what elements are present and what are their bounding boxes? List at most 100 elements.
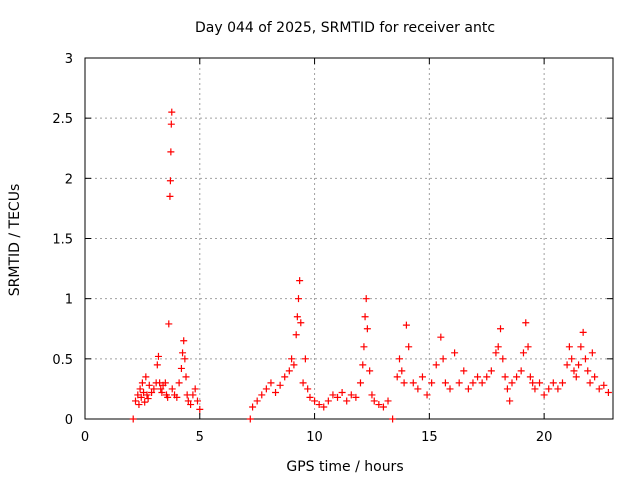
data-point — [137, 393, 145, 401]
data-point — [352, 393, 360, 401]
data-point — [272, 389, 280, 397]
data-point — [393, 373, 401, 381]
data-point — [168, 108, 176, 116]
data-point — [145, 381, 153, 389]
data-point — [196, 405, 204, 413]
data-point — [246, 415, 254, 423]
data-point — [359, 361, 367, 369]
y-tick-label: 0.5 — [52, 353, 73, 368]
data-point — [540, 391, 548, 399]
data-point — [570, 367, 578, 375]
data-point — [296, 277, 304, 285]
y-tick-label: 1.5 — [52, 233, 73, 248]
data-point — [285, 367, 293, 375]
data-point — [595, 385, 603, 393]
data-points — [129, 108, 612, 423]
data-point — [414, 385, 422, 393]
data-point — [501, 373, 509, 381]
data-point — [179, 349, 187, 357]
data-point — [497, 325, 505, 333]
data-point — [150, 385, 158, 393]
data-point — [135, 401, 143, 409]
data-point — [483, 373, 491, 381]
data-point — [506, 397, 514, 405]
data-point — [165, 320, 173, 328]
data-point — [464, 385, 472, 393]
data-point — [487, 367, 495, 375]
data-point — [161, 379, 169, 387]
data-point — [402, 321, 410, 329]
data-point — [148, 389, 156, 397]
data-point — [439, 355, 447, 363]
data-point — [193, 397, 201, 405]
data-point — [362, 295, 370, 303]
data-point — [545, 385, 553, 393]
data-point — [441, 379, 449, 387]
data-point — [522, 319, 530, 327]
data-point — [189, 391, 197, 399]
data-point — [428, 379, 436, 387]
data-point — [153, 361, 161, 369]
data-point — [396, 355, 404, 363]
plot-frame — [84, 57, 614, 420]
data-point — [398, 367, 406, 375]
data-point — [565, 343, 573, 351]
data-point — [343, 397, 351, 405]
data-point — [184, 397, 192, 405]
data-point — [363, 325, 371, 333]
y-tick-label: 1 — [65, 293, 73, 308]
data-point — [588, 349, 596, 357]
data-point — [474, 373, 482, 381]
data-point — [141, 398, 149, 406]
data-point — [181, 355, 189, 363]
data-point — [361, 313, 369, 321]
data-point — [572, 373, 580, 381]
y-tick-label: 3 — [65, 52, 73, 67]
data-point — [177, 364, 185, 372]
data-point — [418, 373, 426, 381]
data-point — [423, 391, 431, 399]
data-point — [180, 337, 188, 345]
data-point — [360, 343, 368, 351]
data-point — [554, 385, 562, 393]
data-point — [293, 313, 301, 321]
data-point — [276, 381, 284, 389]
data-point — [508, 379, 516, 387]
data-point — [503, 385, 511, 393]
data-point — [536, 379, 544, 387]
data-point — [604, 389, 612, 397]
data-point — [469, 379, 477, 387]
data-point — [157, 385, 165, 393]
data-point — [299, 379, 307, 387]
data-point — [513, 373, 521, 381]
data-point — [494, 343, 502, 351]
data-point — [558, 379, 566, 387]
x-tick-label: 15 — [421, 430, 438, 445]
data-point — [492, 349, 500, 357]
data-point — [446, 385, 454, 393]
data-point — [136, 385, 144, 393]
data-point — [600, 381, 608, 389]
data-point — [524, 343, 532, 351]
data-point — [437, 333, 445, 341]
data-point — [143, 391, 151, 399]
data-point — [405, 343, 413, 351]
data-point — [531, 385, 539, 393]
data-point — [519, 349, 527, 357]
data-point — [315, 401, 323, 409]
data-point — [432, 361, 440, 369]
data-point — [517, 367, 525, 375]
y-tick-label: 0 — [65, 413, 73, 428]
data-point — [409, 379, 417, 387]
data-point — [460, 367, 468, 375]
data-point — [253, 397, 261, 405]
data-point — [301, 355, 309, 363]
x-tick-label: 10 — [306, 430, 323, 445]
data-point — [379, 403, 387, 411]
chart-title: Day 044 of 2025, SRMTID for receiver ant… — [195, 20, 495, 36]
x-tick-label: 5 — [196, 430, 204, 445]
data-point — [311, 397, 319, 405]
data-point — [338, 389, 346, 397]
data-point — [132, 397, 140, 405]
